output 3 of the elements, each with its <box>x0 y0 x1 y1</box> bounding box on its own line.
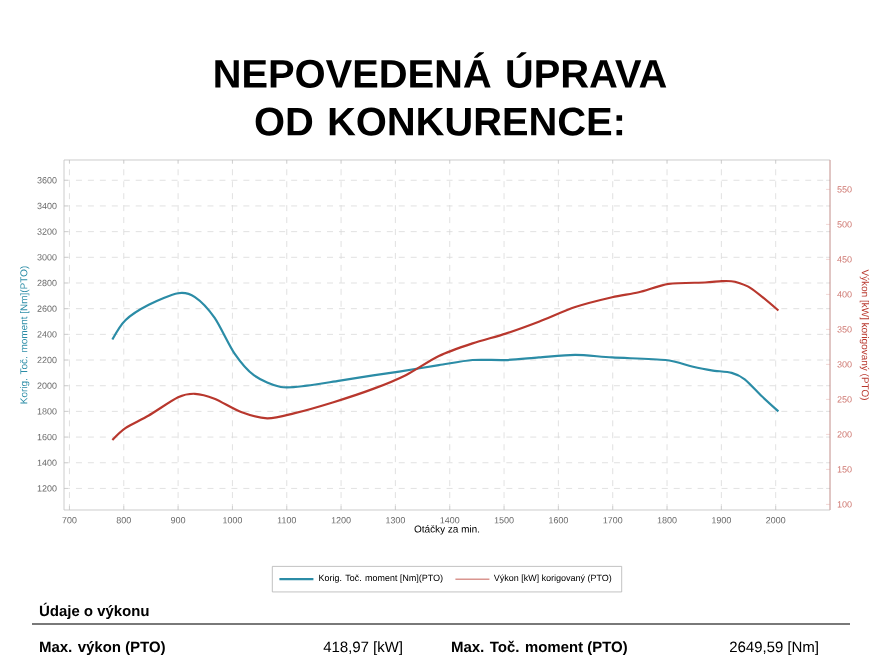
line-series <box>111 291 780 413</box>
line-series <box>111 279 780 442</box>
chart-title: NEPOVEDENÁ ÚPRAVA OD KONKURENCE: <box>215 52 667 136</box>
